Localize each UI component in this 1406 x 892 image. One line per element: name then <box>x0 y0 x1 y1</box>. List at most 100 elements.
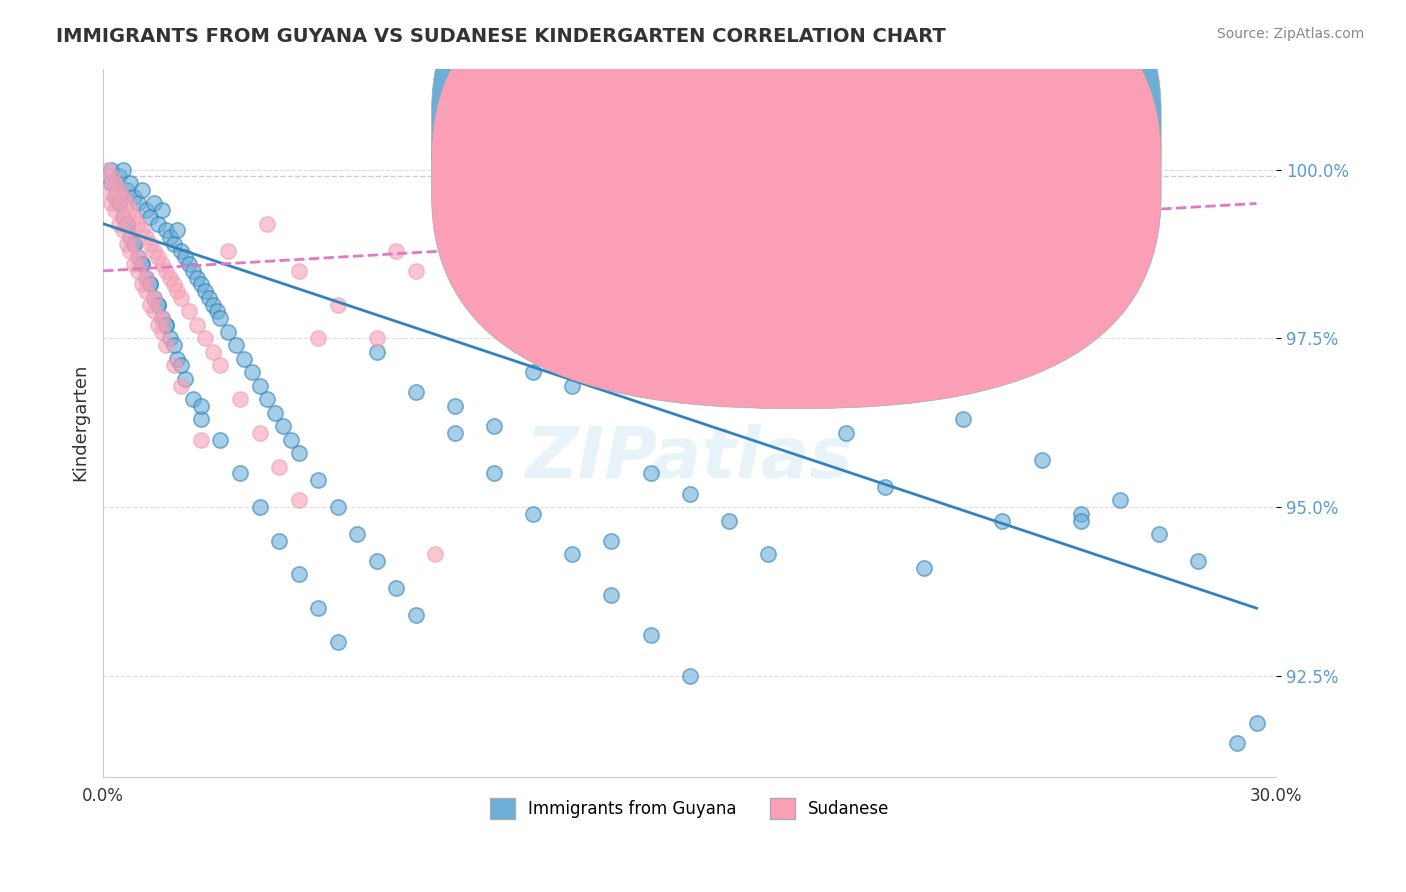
Point <box>190 399 212 413</box>
Point <box>143 291 166 305</box>
Point <box>217 244 239 258</box>
Point <box>127 251 149 265</box>
Point <box>205 304 228 318</box>
Text: IMMIGRANTS FROM GUYANA VS SUDANESE KINDERGARTEN CORRELATION CHART: IMMIGRANTS FROM GUYANA VS SUDANESE KINDE… <box>56 27 946 45</box>
Point <box>194 284 217 298</box>
Point <box>111 210 134 224</box>
Point <box>600 533 623 548</box>
Point <box>326 298 349 312</box>
Point <box>120 176 142 190</box>
Point <box>139 236 162 251</box>
Point <box>111 210 134 224</box>
Point <box>307 473 329 487</box>
Point <box>124 257 146 271</box>
Point <box>717 514 740 528</box>
Point <box>143 291 166 305</box>
Point <box>146 217 169 231</box>
Point <box>522 264 544 278</box>
Point <box>385 244 408 258</box>
Point <box>190 412 212 426</box>
Point <box>124 236 146 251</box>
Point <box>287 446 309 460</box>
Point <box>135 203 157 218</box>
Point <box>1070 507 1092 521</box>
Point <box>162 338 184 352</box>
Point <box>561 378 583 392</box>
Point <box>96 162 118 177</box>
Point <box>143 304 166 318</box>
Point <box>287 567 309 582</box>
Point <box>100 169 122 184</box>
Point <box>150 311 173 326</box>
Point <box>522 507 544 521</box>
Point <box>111 162 134 177</box>
Point <box>209 359 232 373</box>
Point <box>162 236 184 251</box>
Point <box>1031 452 1053 467</box>
Point <box>166 351 188 366</box>
Point <box>179 304 201 318</box>
Point <box>912 560 935 574</box>
Point <box>201 298 224 312</box>
Point <box>326 500 349 514</box>
Point <box>166 284 188 298</box>
Point <box>174 251 197 265</box>
Point <box>267 459 290 474</box>
Point <box>155 318 177 332</box>
Point <box>150 257 173 271</box>
Point <box>444 399 467 413</box>
Point <box>135 230 157 244</box>
Point <box>482 298 505 312</box>
Point <box>146 251 169 265</box>
Point <box>135 270 157 285</box>
Point <box>405 385 427 400</box>
Point <box>366 331 388 345</box>
Point <box>107 196 129 211</box>
Point <box>678 486 700 500</box>
Point <box>104 176 127 190</box>
Point <box>162 277 184 292</box>
Point <box>139 277 162 292</box>
Point <box>115 217 138 231</box>
Point <box>991 514 1014 528</box>
Point <box>124 236 146 251</box>
Point <box>561 547 583 561</box>
Point <box>143 244 166 258</box>
Point <box>875 378 897 392</box>
Point <box>796 311 818 326</box>
Point <box>135 284 157 298</box>
Y-axis label: Kindergarten: Kindergarten <box>72 364 89 482</box>
Point <box>201 344 224 359</box>
Point <box>346 527 368 541</box>
Point <box>326 635 349 649</box>
Point <box>444 425 467 440</box>
Point <box>127 196 149 211</box>
Point <box>139 277 162 292</box>
Point <box>209 433 232 447</box>
Point <box>232 351 254 366</box>
Point <box>104 190 127 204</box>
Point <box>405 264 427 278</box>
Point <box>155 264 177 278</box>
Point <box>186 318 208 332</box>
Point <box>159 270 181 285</box>
Point <box>159 230 181 244</box>
Point <box>170 291 193 305</box>
Point <box>104 190 127 204</box>
Point <box>1246 715 1268 730</box>
Point <box>952 412 974 426</box>
Point <box>162 359 184 373</box>
Point <box>640 467 662 481</box>
Point <box>170 378 193 392</box>
Point <box>96 183 118 197</box>
Point <box>120 230 142 244</box>
Point <box>124 190 146 204</box>
Point <box>100 196 122 211</box>
Text: Source: ZipAtlas.com: Source: ZipAtlas.com <box>1216 27 1364 41</box>
Point <box>135 270 157 285</box>
Point <box>405 607 427 622</box>
Point <box>150 311 173 326</box>
Text: ZIPatlas: ZIPatlas <box>526 424 853 492</box>
Point <box>139 298 162 312</box>
Point <box>256 217 278 231</box>
